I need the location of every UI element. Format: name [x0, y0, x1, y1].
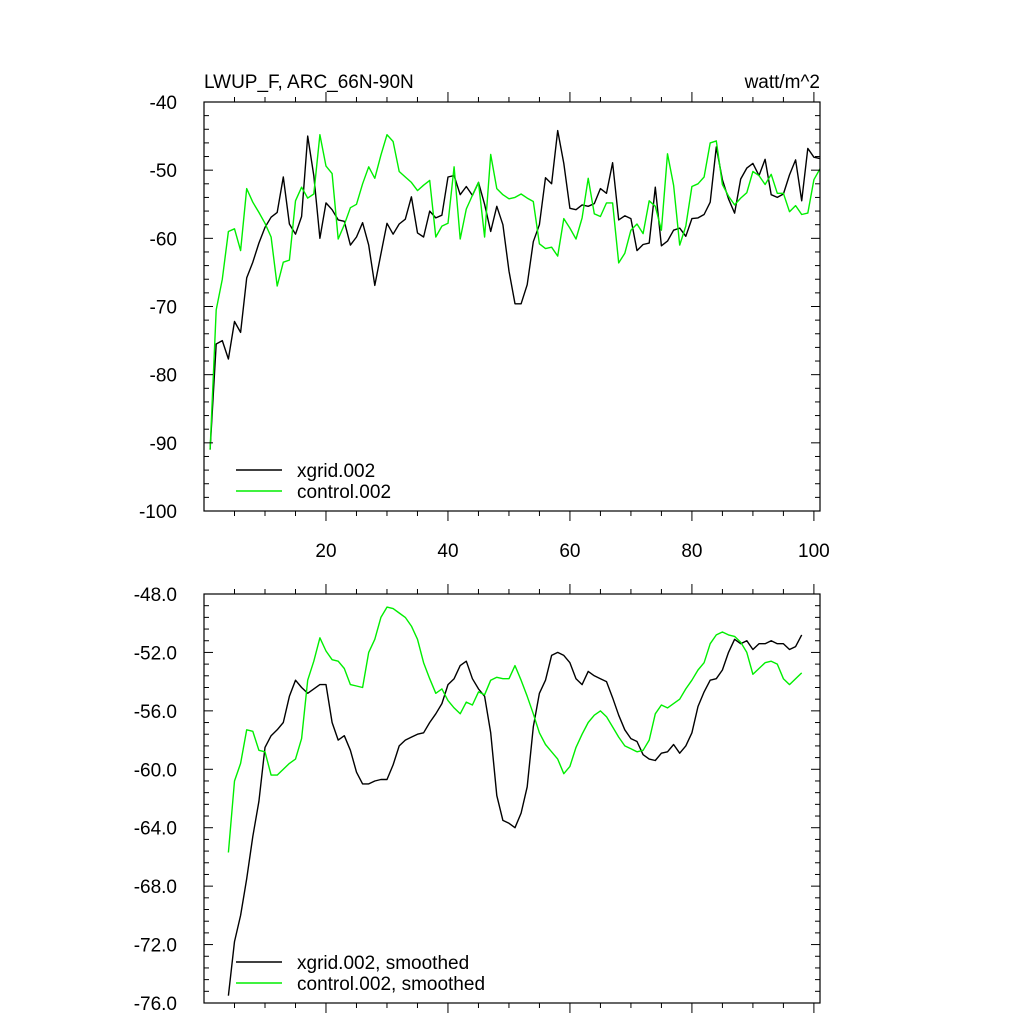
top-xtick-label: 80	[681, 541, 702, 562]
top-series-xgrid-line	[209, 129, 821, 450]
top-legend-label-xgrid: xgrid.002	[297, 461, 375, 482]
bottom-series-control-smoothed-line	[227, 606, 803, 853]
top-ytick-label: -50	[150, 161, 177, 182]
bottom-legend-label-control: control.002, smoothed	[297, 974, 485, 995]
bot-ytick-label: -60.0	[134, 760, 177, 781]
top-xtick-label: 100	[798, 541, 830, 562]
top-chart-title: LWUP_F, ARC_66N-90N	[204, 72, 414, 93]
top-ytick-label: -60	[150, 229, 177, 250]
bottom-series-xgrid-smoothed-line	[227, 634, 803, 996]
top-ytick-label: -70	[150, 298, 177, 319]
top-legend: xgrid.002 control.002	[236, 461, 391, 503]
bottom-axis-ticks: -76.0 -72.0 -68.0 -64.0 -60.0 -56.0 -52.0 -48.0	[134, 584, 820, 1015]
bot-ytick-label: -72.0	[134, 936, 177, 957]
bottom-panel: -76.0 -72.0 -68.0 -64.0 -60.0 -56.0 -52.0 -48.0…	[134, 584, 821, 1015]
top-legend-label-control: control.002	[297, 482, 391, 503]
top-ytick-label: -90	[150, 434, 177, 455]
bot-ytick-label: -64.0	[134, 819, 177, 840]
bot-ytick-label: -56.0	[134, 702, 177, 723]
top-ytick-label: -100	[139, 502, 177, 523]
top-series-group	[209, 129, 821, 450]
top-xtick-label: 60	[559, 541, 580, 562]
top-axis-ticks: -100 -90 -80 -70 -60 -50 -40 20 40 60 80 100	[139, 92, 830, 562]
top-series-control-line	[209, 133, 821, 450]
bottom-series-group	[227, 606, 803, 996]
top-chart-units: watt/m^2	[744, 72, 820, 93]
top-ytick-label: -40	[150, 93, 177, 114]
bot-ytick-label: -48.0	[134, 585, 177, 606]
bot-ytick-label: -68.0	[134, 877, 177, 898]
top-plot-frame	[203, 101, 821, 512]
top-panel: LWUP_F, ARC_66N-90N watt/m^2 -100-90-80-…	[139, 72, 830, 562]
bot-ytick-label: -52.0	[134, 643, 177, 664]
bot-ytick-label: -76.0	[134, 994, 177, 1015]
top-ytick-label: -80	[150, 366, 177, 387]
bottom-legend: xgrid.002, smoothed control.002, smoothe…	[236, 953, 485, 995]
top-xtick-label: 40	[437, 541, 458, 562]
top-xtick-label: 20	[315, 541, 336, 562]
bottom-legend-label-xgrid: xgrid.002, smoothed	[297, 953, 469, 974]
bottom-plot-frame	[203, 593, 821, 1004]
